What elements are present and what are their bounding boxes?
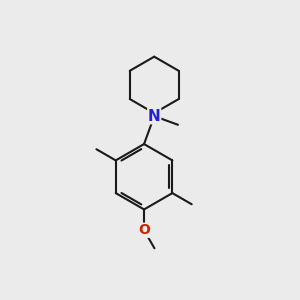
Text: N: N [148,109,161,124]
Text: O: O [138,223,150,237]
